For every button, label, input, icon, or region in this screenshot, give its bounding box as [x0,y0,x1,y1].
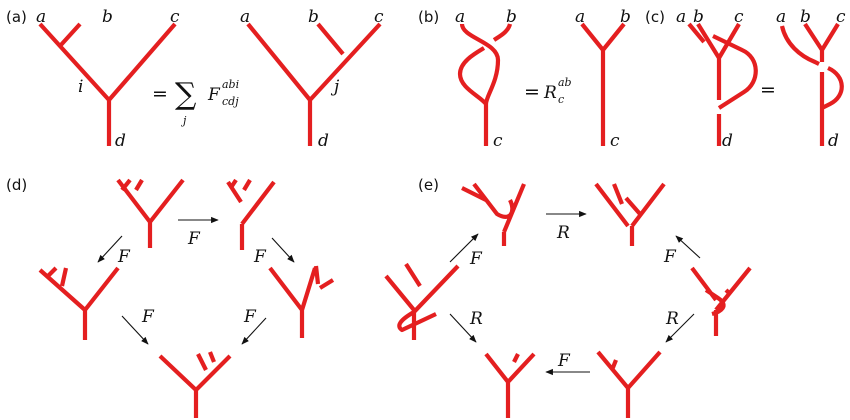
panel-e-arrow-up-right [675,235,701,259]
panel-a-lhs-label-d: d [115,131,126,151]
panel-c-equals: = [760,79,776,101]
panel-c-lhs-label-d: d [722,131,733,151]
panel-a-equals: = [152,83,168,105]
panel-c-rhs-tree [779,22,844,146]
panel-e-arrow-down-right-label: R [665,309,679,329]
panel-b-lhs-label-b: b [506,7,517,27]
panel-a-label: (a) [6,8,27,26]
panel-e-tree-mid-left [384,262,460,340]
panel-a-lhs-label-c: c [170,7,180,27]
panel-a-rhs-tree [246,22,382,146]
panel-d-arrow-bottom-left-label: F [141,307,155,327]
panel-a-rhs-label-c: c [374,7,384,27]
panel-b-lhs-tree [457,23,513,146]
panel-c-lhs-tree [687,22,758,146]
panel-b-lhs-label-c: c [493,131,503,151]
panel-d-label: (d) [6,176,27,194]
panel-a-sum-index: j [180,114,187,127]
panel-a-sum-symbol: ∑ [175,77,197,112]
panel-e-tree-top-left [461,182,526,246]
panel-b-R-subscript: c [558,93,564,106]
panel-e-arrow-down-right [665,313,695,343]
panel-b-equals: = [524,81,540,103]
panel-a-F-superscript: abi [222,78,239,91]
panel-a-rhs-label-a: a [240,7,250,27]
panel-a-equation: = ∑ j F abi cdj [152,77,239,127]
panel-c-label: (c) [645,8,665,26]
panel-c-rhs-label-b: b [800,7,811,27]
panel-e-tree-top-right [594,182,666,246]
panel-c-rhs-label-d: d [828,131,839,151]
panel-a-rhs-label-d: d [318,131,329,151]
panel-e-arrow-bottom-label: F [557,351,571,371]
panel-b-rhs-label-c: c [610,131,620,151]
panel-a-lhs-label-a: a [36,7,46,27]
panel-b-rhs-label-a: a [575,7,585,27]
panel-a-rhs-label-j: j [330,77,340,97]
panel-a-F-subscript: cdj [222,95,239,108]
panel-d-arrow-left-down [97,235,123,263]
panel-b-equation: = R ab c [524,76,572,106]
panel-e-tree-mid-right [690,266,752,336]
panel-d-tree-bottom [158,351,232,418]
panel-d-arrow-top-label: F [187,229,201,249]
panel-a-F: F [207,85,221,105]
panel-c-rhs-label-a: a [776,7,786,27]
panel-b-R-superscript: ab [558,76,572,89]
panel-a-lhs-label-i: i [78,77,83,97]
panel-d-arrow-bottom-right-label: F [243,307,257,327]
panel-d-tree-top-right [226,178,276,250]
panel-e-arrow-up-left [449,233,479,263]
panel-e-arrows: F R F R R F [449,210,701,376]
panel-d-tree-top-left [116,178,185,248]
panel-d-arrow-bottom-right [241,317,267,345]
panel-a-lhs-label-b: b [102,7,113,27]
panel-c-lhs-label-c: c [734,7,744,27]
panel-e-arrow-down-left-label: R [469,309,483,329]
panel-d-tree-mid-left [38,266,120,340]
panel-b-label: (b) [418,8,439,26]
panel-e-arrow-down-left [449,313,477,343]
panel-d-arrow-left-down-label: F [117,247,131,267]
panel-c-rhs-label-c: c [836,7,846,27]
panel-e-arrow-up-left-label: F [469,249,483,269]
panel-d-tree-mid-right [268,265,335,338]
panel-c-lhs-label-a: a [676,7,686,27]
panel-b-rhs-tree [580,22,626,146]
panel-a-lhs-tree [38,22,177,146]
panel-b-rhs-label-b: b [620,7,631,27]
panel-e-label: (e) [418,176,439,194]
panel-e-tree-bottom-right [596,350,662,418]
panel-b-R: R [543,83,557,103]
panel-d-arrow-bottom-left [121,315,149,345]
panel-c-lhs-label-b: b [693,7,704,27]
panel-d-arrow-right-down [271,237,295,263]
panel-e-arrow-top-label: R [556,223,570,243]
panel-e-arrow-up-right-label: F [663,247,677,267]
panel-b-lhs-label-a: a [455,7,465,27]
panel-a-rhs-label-b: b [308,7,319,27]
panel-e-tree-bottom-left [484,352,536,418]
panel-d-arrows: F F F F F [97,216,295,345]
panel-d-arrow-right-down-label: F [253,247,267,267]
